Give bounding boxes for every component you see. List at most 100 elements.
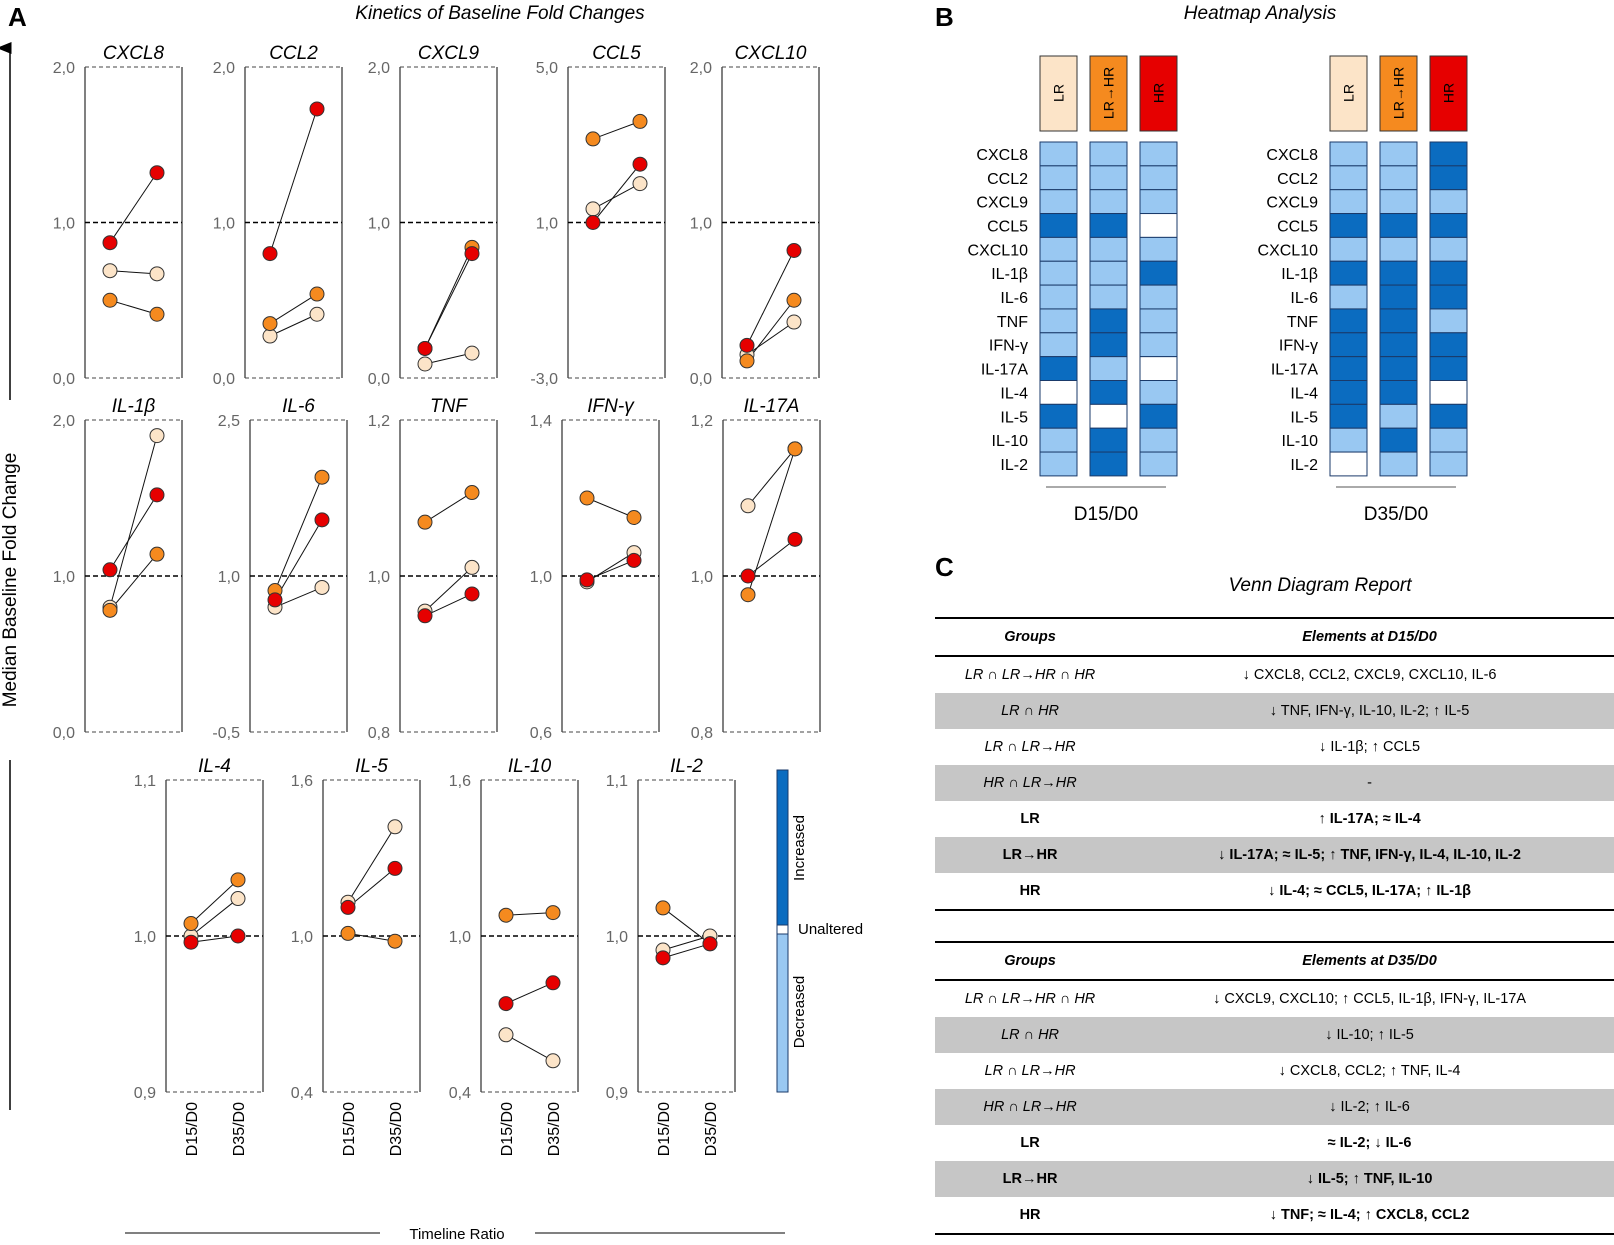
tick-label: 1,1 <box>606 773 628 790</box>
heatmap-cell <box>1329 308 1368 334</box>
tick-label: 1,0 <box>536 216 558 233</box>
tick-label: 0,9 <box>606 1085 628 1102</box>
series-line-hr <box>592 163 641 223</box>
table-row: LR ∩ HR ↓ IL-10; ↑ IL-5 <box>935 1017 1614 1053</box>
series-line-lr-hr <box>274 477 323 591</box>
tick-label: 0,4 <box>449 1085 471 1102</box>
column-header-box <box>1329 55 1368 132</box>
data-point-hr <box>787 531 803 547</box>
heatmap-cell <box>1089 403 1128 429</box>
heatmap-cell <box>1139 284 1178 310</box>
row-label: IL-6 <box>1000 290 1028 307</box>
heatmap-cell <box>1039 213 1078 238</box>
row-label: IL-4 <box>1000 385 1028 402</box>
heatmap-cell <box>1139 403 1178 429</box>
panel-title: CCL5 <box>592 43 641 64</box>
series-line-lr-hr <box>109 553 158 611</box>
heatmap-cell <box>1429 165 1468 191</box>
heatmap-d35-d0: LR LR→HR HR CXCL8 CCL2 CXCL9 CCL5 CXCL10 IL-1β IL… <box>1258 55 1468 525</box>
row-label: TNF <box>997 314 1028 331</box>
venn-elements: ↓ CXCL8, CCL2, CXCL9, CXCL10, IL-6 <box>1242 667 1497 683</box>
data-point-lr-hr <box>655 900 671 916</box>
tick-label: 2,0 <box>53 413 75 430</box>
tick-label: 1,0 <box>691 569 713 586</box>
panel-tnf: 1,2 1,0 0,8 TNF <box>368 396 498 742</box>
tick-label: 1,0 <box>368 569 390 586</box>
tick-label: 0,0 <box>213 371 235 388</box>
tick-label: 1,6 <box>291 773 313 790</box>
panel-il-5: 1,6 1,0 0,4 IL-5 D15/D0 D35/D0 <box>291 756 421 1156</box>
series-line-lr <box>747 448 796 507</box>
heatmap-cell <box>1039 451 1078 477</box>
tick-label: -3,0 <box>530 371 558 388</box>
heatmap-cell <box>1429 213 1468 238</box>
venn-elements: ↓ IL-1β; ↑ CCL5 <box>1319 739 1421 755</box>
heatmap-cell <box>1329 284 1368 310</box>
heatmap-cell <box>1139 236 1178 262</box>
data-point-lr-hr <box>787 441 803 457</box>
column-header-box <box>1039 55 1078 132</box>
series-line-lr <box>592 183 641 210</box>
series-line-lr-hr <box>746 299 795 362</box>
data-point-hr <box>149 487 165 503</box>
tick-label: 1,0 <box>218 569 240 586</box>
heatmap-cell <box>1429 189 1468 215</box>
venn-elements: ↑ IL-17A; ≈ IL-4 <box>1318 811 1421 827</box>
heatmap-cell <box>1329 236 1368 262</box>
data-point-lr <box>464 345 480 361</box>
row-label: CXCL9 <box>976 195 1028 212</box>
row-label: IL-1β <box>991 266 1028 283</box>
venn-table-d35: Groups Elements at D35/D0 LR ∩ LR→HR ∩ H… <box>935 941 1614 1235</box>
heatmap-cell <box>1379 189 1418 215</box>
table-row: LR ∩ LR→HR ↓ IL-1β; ↑ CCL5 <box>935 729 1614 765</box>
tick-label: 5,0 <box>536 60 558 77</box>
heatmap-cell <box>1429 427 1468 453</box>
venn-group: HR <box>935 1197 1126 1235</box>
panel-il-2: 1,1 1,0 0,9 IL-2 D15/D0 D35/D0 <box>606 756 736 1156</box>
small-multiples: 2,0 1,0 0,0 CXCL8 2,0 1,0 0,0 CCL2 2,0 1,0 0,0 CXCL… <box>53 43 821 1156</box>
tick-label: 1,1 <box>134 773 156 790</box>
heatmap-cell <box>1089 141 1128 167</box>
panel-title: IFN-γ <box>587 396 635 417</box>
venn-elements: ↓ TNF, IFN-γ, IL-10, IL-2; ↑ IL-5 <box>1125 693 1614 729</box>
data-point-lr-hr <box>149 306 165 322</box>
data-point-lr <box>262 328 278 344</box>
data-point-hr <box>340 899 356 915</box>
data-point-lr <box>740 498 756 514</box>
heatmap-cell <box>1429 380 1468 405</box>
venn-group: LR ∩ LR→HR <box>984 739 1076 755</box>
row-label: IFN-γ <box>1279 338 1318 355</box>
data-point-lr <box>387 819 403 835</box>
heatmap-cell <box>1429 236 1468 262</box>
tick-label: 0,6 <box>530 725 552 742</box>
column-header-label: LR→HR <box>1391 67 1407 119</box>
tick-label: 2,0 <box>53 60 75 77</box>
series-line-lr <box>190 898 239 937</box>
series-line-lr-hr <box>505 912 554 916</box>
venn-table-d15: Groups Elements at D15/D0 LR ∩ LR→HR ∩ H… <box>935 617 1614 911</box>
heatmap-cell <box>1039 141 1078 167</box>
x-tick-label: D35/D0 <box>231 1102 248 1156</box>
panel-title: IL-5 <box>355 756 388 777</box>
venn-elements: ↓ CXCL8, CCL2; ↑ TNF, IL-4 <box>1278 1063 1461 1079</box>
data-point-lr-hr <box>464 485 480 501</box>
row-label: CXCL8 <box>1266 147 1318 164</box>
column-header-box <box>1089 55 1128 132</box>
data-point-lr-hr <box>183 916 199 932</box>
heatmap-cell <box>1139 427 1178 453</box>
heatmap-cell <box>1139 332 1178 358</box>
tick-label: 1,0 <box>449 929 471 946</box>
panel-title: IL-10 <box>508 756 552 777</box>
heatmap-cell <box>1379 213 1418 238</box>
heatmap-cell <box>1039 189 1078 215</box>
tick-label: 1,0 <box>53 569 75 586</box>
column-header-label: LR <box>1051 84 1067 102</box>
data-point-lr-hr <box>309 286 325 302</box>
panel-letter-c: C <box>935 552 954 582</box>
column-header-label: LR→HR <box>1101 67 1117 119</box>
heatmap-cell <box>1379 427 1418 453</box>
series-line-hr <box>274 519 323 601</box>
column-header-box <box>1429 55 1468 132</box>
tick-label: 0,8 <box>368 725 390 742</box>
heatmap-d15-d0: LR LR→HR HR CXCL8 CCL2 CXCL9 CCL5 CXCL10 IL-1β IL… <box>968 55 1178 525</box>
